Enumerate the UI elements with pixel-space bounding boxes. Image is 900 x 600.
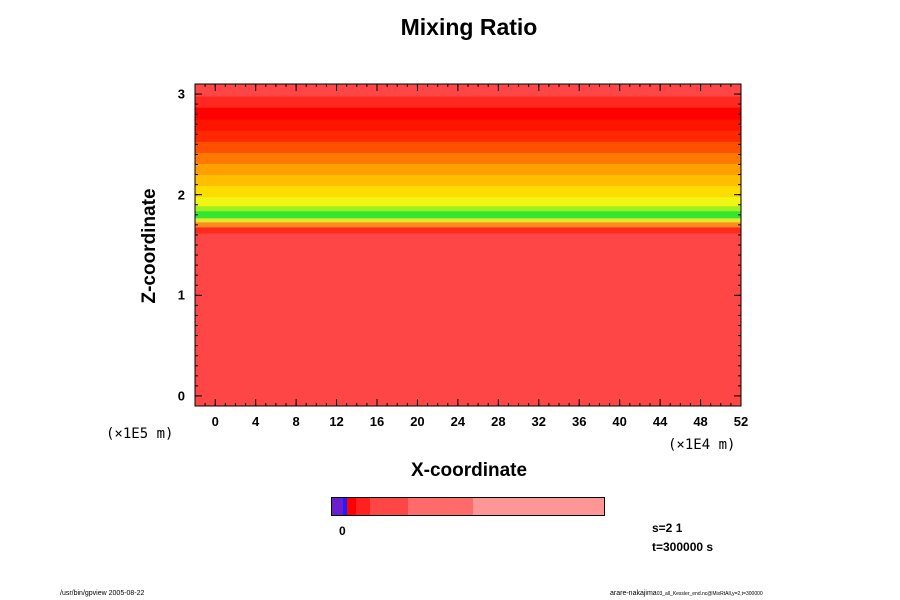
colorbar-segment: [370, 498, 409, 515]
x-tick-label: 0: [211, 414, 219, 429]
y-tick-label: 1: [177, 287, 185, 303]
heatmap-band: [195, 130, 741, 142]
x-tick-label: 52: [733, 414, 749, 429]
heatmap-band: [195, 119, 741, 131]
x-tick-label: 40: [612, 414, 627, 429]
colorbar-segment: [346, 498, 357, 515]
heatmap-band: [195, 232, 741, 407]
heatmap-band: [195, 174, 741, 187]
heatmap-band: [195, 221, 741, 228]
heatmap-band: [195, 205, 741, 212]
x-tick-label: 44: [652, 414, 668, 429]
x-tick-label: 12: [329, 414, 344, 429]
heatmap-band: [195, 107, 741, 120]
heatmap-band: [195, 226, 741, 234]
heatmap-layers: [195, 84, 741, 407]
x-tick-label: 32: [531, 414, 546, 429]
heatmap-band: [195, 217, 741, 223]
y-scale-label: (×1E5 m): [106, 426, 174, 442]
x-tick-label: 28: [491, 414, 506, 429]
colorbar: [331, 497, 605, 516]
x-scale-label: (×1E4 m): [668, 437, 736, 453]
plot-frame: [194, 83, 742, 407]
colorbar-segment: [332, 498, 343, 515]
x-tick-label: 36: [571, 414, 587, 429]
y-axis-label: Z-coordinate: [139, 188, 160, 304]
footer-command: /usr/bin/gpview 2005-08-22: [60, 590, 145, 597]
y-tick-label: 3: [177, 86, 185, 102]
y-tick-label: 0: [177, 388, 185, 404]
heatmap-band: [195, 210, 741, 219]
colorbar-segment: [408, 498, 474, 515]
footer-source: arare-nakajima03_all_Kessler_end.nc@MixR…: [610, 590, 763, 597]
y-tick-label: 2: [177, 187, 185, 203]
chart-title: Mixing Ratio: [400, 14, 538, 40]
heatmap-band: [195, 163, 741, 176]
step-label: s=2 1: [652, 521, 683, 535]
heatmap-band: [195, 152, 741, 164]
colorbar-segment: [342, 498, 347, 515]
x-tick-label: 20: [410, 414, 425, 429]
colorbar-segment: [356, 498, 371, 515]
x-tick-label: 4: [252, 414, 260, 429]
x-tick-label: 24: [450, 414, 466, 429]
heatmap-band: [195, 141, 741, 153]
heatmap-band: [195, 96, 741, 108]
x-axis-label: X-coordinate: [410, 460, 528, 481]
x-tick-label: 16: [369, 414, 385, 429]
x-tick-label: 48: [693, 414, 708, 429]
heatmap-band: [195, 196, 741, 207]
heatmap-band: [195, 185, 741, 198]
colorbar-segment: [473, 498, 604, 515]
time-label: t=300000 s: [652, 540, 714, 554]
colorbar-zero-label: 0: [339, 524, 346, 538]
x-tick-label: 8: [292, 414, 300, 429]
heatmap-band: [195, 84, 741, 97]
